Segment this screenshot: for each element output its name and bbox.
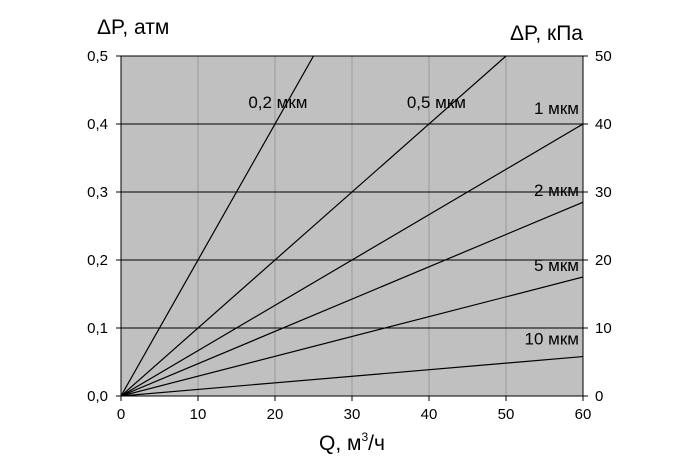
series-label: 0,5 мкм xyxy=(407,93,466,112)
x-axis-title-suffix: /ч xyxy=(368,432,385,455)
axis-ticks: 0 10 20 30 40 50 60 0,0 0,1 0,2 0,3 0,4 0,5 0 10 20 30 40… xyxy=(87,48,612,423)
y-left-tick-label: 0,1 xyxy=(87,320,108,337)
y-right-tick-label: 0 xyxy=(595,388,603,405)
series-labels: 0,2 мкм 0,5 мкм 1 мкм 2 мкм 5 мкм 10 мкм xyxy=(248,93,579,349)
y-right-tick-label: 30 xyxy=(595,184,612,201)
x-tick-label: 30 xyxy=(344,406,361,423)
y-left-tick-label: 0,0 xyxy=(87,388,108,405)
y-left-tick-label: 0,5 xyxy=(87,48,108,65)
series-lines xyxy=(121,56,583,396)
series-line xyxy=(121,355,583,396)
x-axis-title-main: Q, м xyxy=(319,432,361,455)
y-left-axis-title: ΔP, атм xyxy=(97,16,169,39)
y-right-tick-label: 40 xyxy=(595,116,612,133)
series-line xyxy=(121,276,583,396)
x-tick-label: 60 xyxy=(575,406,592,423)
series-label: 1 мкм xyxy=(534,99,579,118)
series-line xyxy=(121,56,315,396)
y-right-tick-label: 20 xyxy=(595,252,612,269)
y-right-tick-label: 10 xyxy=(595,320,612,337)
grid xyxy=(121,56,583,396)
y-left-tick-label: 0,4 xyxy=(87,116,108,133)
x-tick-label: 50 xyxy=(498,406,515,423)
series-label: 10 мкм xyxy=(525,330,579,349)
series-label: 0,2 мкм xyxy=(248,93,307,112)
y-left-tick-label: 0,2 xyxy=(87,252,108,269)
series-line xyxy=(121,56,507,396)
series-line xyxy=(121,201,583,396)
series-label: 5 мкм xyxy=(534,256,579,275)
y-left-tick-label: 0,3 xyxy=(87,184,108,201)
x-tick-label: 0 xyxy=(117,406,125,423)
y-right-axis-title: ΔP, кПа xyxy=(510,22,583,45)
x-tick-label: 20 xyxy=(267,406,284,423)
series-line xyxy=(121,123,583,396)
x-tick-label: 40 xyxy=(421,406,438,423)
series-label: 2 мкм xyxy=(534,181,579,200)
x-tick-label: 10 xyxy=(190,406,207,423)
x-axis-title: Q, м3/ч xyxy=(319,430,385,455)
x-axis-title-sup: 3 xyxy=(361,430,368,444)
y-right-tick-label: 50 xyxy=(595,48,612,65)
